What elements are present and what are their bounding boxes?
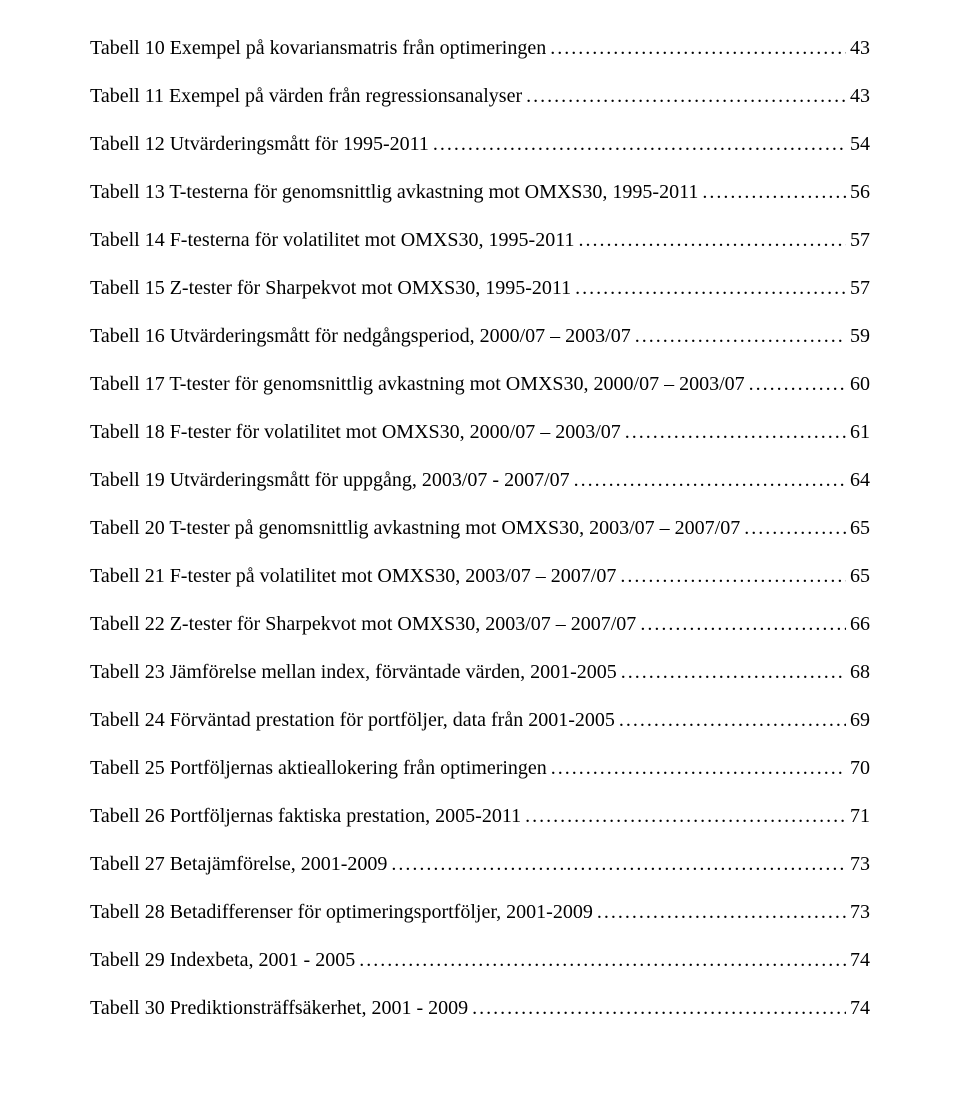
toc-row: Tabell 12 Utvärderingsmått för 1995-2011… — [90, 120, 870, 168]
toc-entry-label: Tabell 30 Prediktionsträffsäkerhet, 2001… — [90, 984, 468, 1032]
table-of-tables: Tabell 10 Exempel på kovariansmatris frå… — [90, 24, 870, 1032]
toc-row: Tabell 13 T-testerna för genomsnittlig a… — [90, 168, 870, 216]
toc-leader-dots — [621, 648, 846, 696]
toc-leader-dots — [551, 744, 846, 792]
toc-row: Tabell 24 Förväntad prestation för portf… — [90, 696, 870, 744]
toc-entry-label: Tabell 26 Portföljernas faktiska prestat… — [90, 792, 521, 840]
toc-leader-dots — [619, 696, 846, 744]
toc-leader-dots — [472, 984, 846, 1032]
toc-entry-page: 61 — [850, 408, 870, 456]
toc-leader-dots — [391, 840, 846, 888]
toc-entry-page: 57 — [850, 264, 870, 312]
toc-row: Tabell 25 Portföljernas aktieallokering … — [90, 744, 870, 792]
toc-entry-label: Tabell 27 Betajämförelse, 2001-2009 — [90, 840, 387, 888]
toc-entry-page: 57 — [850, 216, 870, 264]
toc-row: Tabell 30 Prediktionsträffsäkerhet, 2001… — [90, 984, 870, 1032]
toc-leader-dots — [578, 216, 846, 264]
toc-entry-page: 66 — [850, 600, 870, 648]
toc-row: Tabell 22 Z-tester för Sharpekvot mot OM… — [90, 600, 870, 648]
toc-row: Tabell 19 Utvärderingsmått för uppgång, … — [90, 456, 870, 504]
toc-leader-dots — [433, 120, 846, 168]
toc-entry-label: Tabell 22 Z-tester för Sharpekvot mot OM… — [90, 600, 636, 648]
toc-row: Tabell 21 F-tester på volatilitet mot OM… — [90, 552, 870, 600]
toc-entry-page: 64 — [850, 456, 870, 504]
toc-entry-page: 73 — [850, 888, 870, 936]
toc-row: Tabell 17 T-tester för genomsnittlig avk… — [90, 360, 870, 408]
toc-entry-page: 54 — [850, 120, 870, 168]
toc-row: Tabell 28 Betadifferenser för optimering… — [90, 888, 870, 936]
toc-entry-label: Tabell 24 Förväntad prestation för portf… — [90, 696, 615, 744]
toc-entry-page: 70 — [850, 744, 870, 792]
toc-entry-page: 74 — [850, 984, 870, 1032]
toc-entry-label: Tabell 25 Portföljernas aktieallokering … — [90, 744, 547, 792]
toc-entry-label: Tabell 10 Exempel på kovariansmatris frå… — [90, 24, 546, 72]
toc-leader-dots — [635, 312, 846, 360]
toc-entry-label: Tabell 12 Utvärderingsmått för 1995-2011 — [90, 120, 429, 168]
toc-row: Tabell 15 Z-tester för Sharpekvot mot OM… — [90, 264, 870, 312]
toc-entry-label: Tabell 21 F-tester på volatilitet mot OM… — [90, 552, 616, 600]
toc-row: Tabell 29 Indexbeta, 2001 - 2005 74 — [90, 936, 870, 984]
toc-entry-page: 59 — [850, 312, 870, 360]
toc-leader-dots — [702, 168, 846, 216]
toc-leader-dots — [575, 264, 846, 312]
toc-entry-page: 60 — [850, 360, 870, 408]
toc-leader-dots — [620, 552, 846, 600]
toc-row: Tabell 14 F-testerna för volatilitet mot… — [90, 216, 870, 264]
toc-row: Tabell 23 Jämförelse mellan index, förvä… — [90, 648, 870, 696]
toc-leader-dots — [640, 600, 846, 648]
toc-entry-page: 65 — [850, 552, 870, 600]
toc-leader-dots — [550, 24, 846, 72]
toc-entry-page: 73 — [850, 840, 870, 888]
toc-row: Tabell 18 F-tester för volatilitet mot O… — [90, 408, 870, 456]
toc-entry-label: Tabell 15 Z-tester för Sharpekvot mot OM… — [90, 264, 571, 312]
toc-entry-label: Tabell 28 Betadifferenser för optimering… — [90, 888, 593, 936]
toc-leader-dots — [749, 360, 846, 408]
toc-entry-label: Tabell 20 T-tester på genomsnittlig avka… — [90, 504, 740, 552]
toc-leader-dots — [525, 792, 846, 840]
toc-leader-dots — [574, 456, 846, 504]
toc-entry-label: Tabell 18 F-tester för volatilitet mot O… — [90, 408, 621, 456]
toc-row: Tabell 10 Exempel på kovariansmatris frå… — [90, 24, 870, 72]
toc-entry-page: 43 — [850, 24, 870, 72]
toc-leader-dots — [625, 408, 846, 456]
toc-entry-page: 56 — [850, 168, 870, 216]
toc-row: Tabell 11 Exempel på värden från regress… — [90, 72, 870, 120]
toc-entry-page: 71 — [850, 792, 870, 840]
toc-entry-page: 69 — [850, 696, 870, 744]
toc-entry-label: Tabell 23 Jämförelse mellan index, förvä… — [90, 648, 617, 696]
toc-leader-dots — [359, 936, 846, 984]
toc-row: Tabell 16 Utvärderingsmått för nedgångsp… — [90, 312, 870, 360]
toc-row: Tabell 20 T-tester på genomsnittlig avka… — [90, 504, 870, 552]
toc-leader-dots — [744, 504, 846, 552]
toc-entry-page: 43 — [850, 72, 870, 120]
toc-leader-dots — [597, 888, 846, 936]
toc-row: Tabell 27 Betajämförelse, 2001-2009 73 — [90, 840, 870, 888]
toc-entry-page: 74 — [850, 936, 870, 984]
toc-entry-label: Tabell 16 Utvärderingsmått för nedgångsp… — [90, 312, 631, 360]
toc-leader-dots — [526, 72, 846, 120]
toc-entry-label: Tabell 11 Exempel på värden från regress… — [90, 72, 522, 120]
toc-entry-label: Tabell 29 Indexbeta, 2001 - 2005 — [90, 936, 355, 984]
toc-entry-label: Tabell 17 T-tester för genomsnittlig avk… — [90, 360, 745, 408]
toc-entry-page: 68 — [850, 648, 870, 696]
toc-entry-page: 65 — [850, 504, 870, 552]
toc-entry-label: Tabell 14 F-testerna för volatilitet mot… — [90, 216, 574, 264]
toc-entry-label: Tabell 19 Utvärderingsmått för uppgång, … — [90, 456, 570, 504]
toc-row: Tabell 26 Portföljernas faktiska prestat… — [90, 792, 870, 840]
toc-entry-label: Tabell 13 T-testerna för genomsnittlig a… — [90, 168, 698, 216]
